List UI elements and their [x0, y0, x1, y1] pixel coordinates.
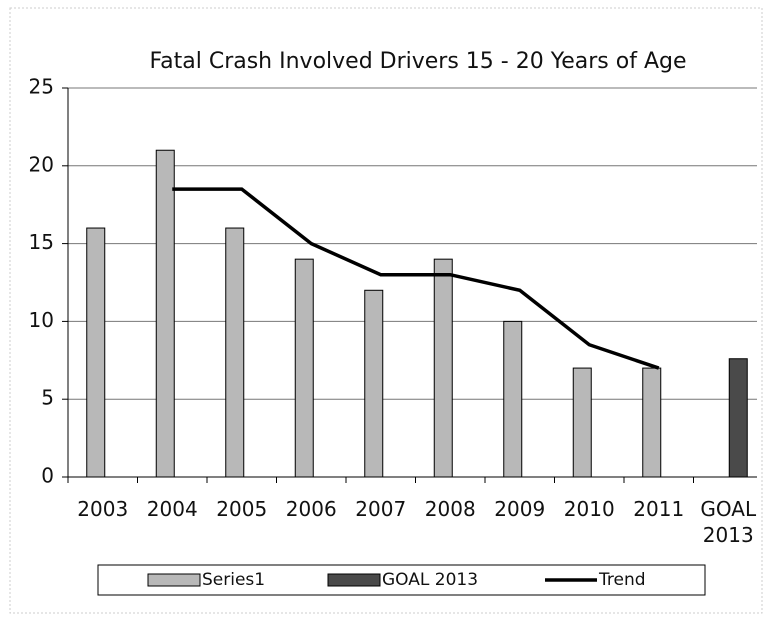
- legend-swatch: [147, 573, 201, 587]
- legend-label: Trend: [598, 570, 646, 590]
- x-tick-label: 2009: [494, 497, 546, 521]
- bar: [433, 258, 453, 478]
- y-tick-label: 25: [29, 75, 54, 99]
- bar: [294, 258, 314, 478]
- bar: [225, 227, 245, 478]
- chart-border: [9, 7, 763, 614]
- trend-line: [172, 187, 660, 370]
- legend-label: Series1: [202, 570, 265, 590]
- bar: [86, 227, 106, 478]
- x-tick-label: 2003: [77, 497, 129, 521]
- x-tick-label: GOAL 2013: [700, 497, 757, 547]
- bar: [642, 367, 662, 478]
- x-tick-label: 2008: [424, 497, 476, 521]
- bar: [155, 149, 175, 478]
- x-tick-label: 2010: [563, 497, 615, 521]
- legend-label: GOAL 2013: [382, 570, 478, 590]
- legend-swatch: [327, 573, 381, 587]
- chart-title: Fatal Crash Involved Drivers 15 - 20 Yea…: [150, 49, 687, 74]
- x-tick-label: 2011: [633, 497, 685, 521]
- y-tick-label: 0: [41, 464, 54, 488]
- bar: [364, 289, 384, 478]
- bar: [572, 367, 592, 478]
- bar: [728, 358, 748, 478]
- y-tick-label: 10: [29, 308, 54, 332]
- bar: [503, 320, 523, 478]
- x-tick-label: 2005: [216, 497, 268, 521]
- y-tick-label: 20: [29, 152, 54, 176]
- x-tick-label: 2007: [355, 497, 407, 521]
- x-tick-label: 2004: [146, 497, 198, 521]
- y-tick-label: 15: [29, 230, 54, 254]
- y-tick-label: 5: [41, 386, 54, 410]
- x-tick-label: 2006: [285, 497, 337, 521]
